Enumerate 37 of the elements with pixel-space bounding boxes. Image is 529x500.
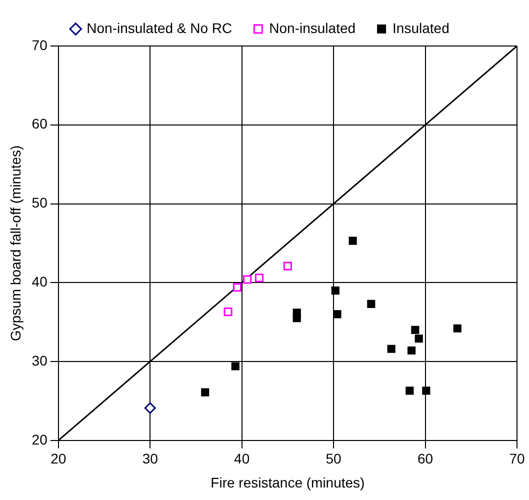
legend-label: Non-insulated & No RC bbox=[86, 20, 232, 36]
point bbox=[453, 324, 462, 332]
point bbox=[406, 386, 414, 395]
point bbox=[387, 344, 396, 353]
point bbox=[348, 236, 357, 245]
y-tick-label: 20 bbox=[32, 431, 48, 448]
point bbox=[283, 262, 292, 270]
x-tick-label: 60 bbox=[417, 450, 434, 467]
legend-label: Non-insulated bbox=[269, 20, 356, 36]
x-tick-label: 30 bbox=[142, 450, 158, 467]
legend-label: Insulated bbox=[392, 20, 450, 36]
point bbox=[367, 300, 376, 308]
x-tick-label: 40 bbox=[234, 450, 250, 467]
point bbox=[201, 388, 210, 396]
x-tick-label: 50 bbox=[326, 450, 342, 467]
point bbox=[232, 283, 242, 292]
point bbox=[414, 334, 423, 343]
point bbox=[292, 314, 301, 322]
y-tick-label: 50 bbox=[32, 194, 48, 211]
y-tick-label: 70 bbox=[32, 36, 48, 53]
y-tick-label: 60 bbox=[32, 116, 48, 132]
point bbox=[411, 326, 420, 334]
point bbox=[254, 274, 264, 282]
point bbox=[224, 308, 232, 316]
point bbox=[331, 286, 340, 295]
point bbox=[422, 386, 430, 395]
y-tick-label: 40 bbox=[32, 274, 48, 290]
point bbox=[333, 310, 342, 318]
point bbox=[231, 362, 240, 370]
point bbox=[243, 275, 252, 284]
y-axis-title: Gypsum board fall-off (minutes) bbox=[7, 145, 24, 342]
point bbox=[407, 346, 416, 355]
point bbox=[144, 402, 156, 414]
x-tick-label: 20 bbox=[50, 450, 66, 467]
y-tick-label: 30 bbox=[32, 352, 48, 368]
x-tick-label: 70 bbox=[509, 450, 525, 467]
x-axis-title: Fire resistance (minutes) bbox=[210, 474, 365, 490]
